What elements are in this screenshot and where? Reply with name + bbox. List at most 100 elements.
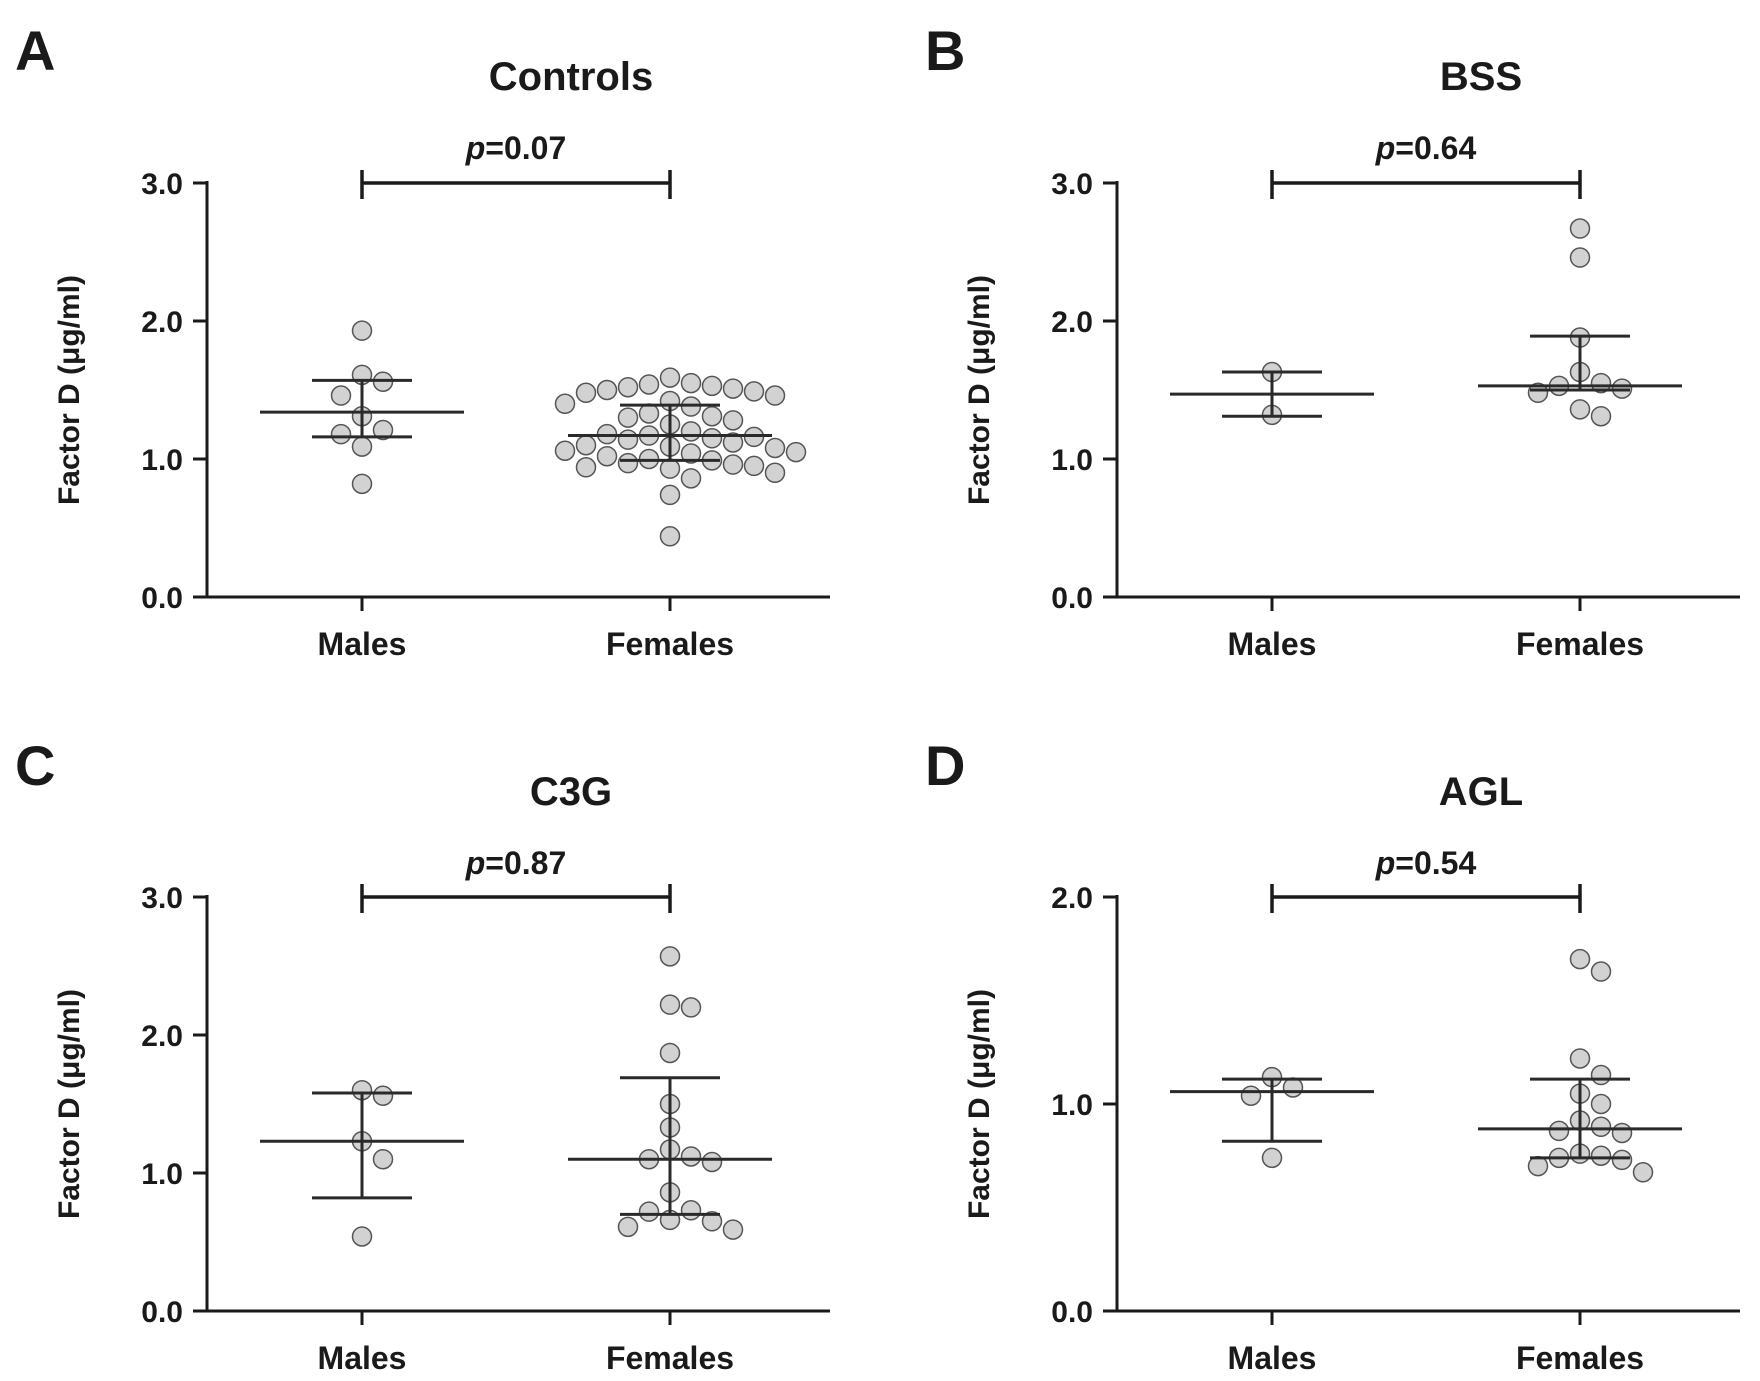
p-value: =0.07 [485,130,566,166]
data-point [330,423,352,445]
data-point [596,445,618,467]
data-point [764,385,786,406]
data-point [1590,372,1612,394]
p-symbol: p [1375,845,1396,881]
y-tick-label: 3.0 [141,168,183,201]
data-point [701,405,723,427]
x-tick-label-males: Males [318,626,407,662]
y-tick-label: 1.0 [1051,1089,1093,1122]
data-point [617,452,639,474]
data-point [554,393,576,415]
data-point [1569,247,1591,268]
data-point [1282,1077,1304,1098]
data-point [764,437,786,459]
data-point [596,379,618,401]
data-point [575,382,597,404]
y-axis-label: Factor D (μg/ml) [963,989,996,1219]
data-point [659,367,681,388]
data-point [680,443,702,464]
panel-letter: D [925,734,965,797]
chart-title: C3G [530,770,612,814]
data-point [680,468,702,489]
y-tick-label: 3.0 [1051,168,1093,201]
data-point [680,421,702,442]
data-point [659,458,681,479]
data-point [659,484,681,506]
data-point [372,1148,394,1170]
data-point [1548,1120,1570,1142]
data-point [372,1085,394,1106]
data-point [1569,218,1591,239]
p-symbol: p [465,845,486,881]
data-point [351,1226,373,1247]
data-point [659,526,681,547]
data-point [743,381,765,402]
data-point [1569,1048,1591,1069]
data-point [554,440,576,461]
data-point [680,1200,702,1221]
panel-b: B BSS Factor D (μg/ml) 0.0 1.0 2.0 3.0 Males Fem… [925,19,1740,662]
panel-a: A Controls Factor D (μg/ml) 0.0 1.0 2.0 3.0 Mal… [15,19,830,662]
data-point [351,320,373,341]
x-tick-label-females: Females [606,1340,734,1376]
panel-letter: B [925,19,965,82]
data-point [1590,1093,1612,1115]
y-tick-label: 0.0 [141,1296,183,1329]
data-point [1527,382,1549,404]
panel-letter: A [15,19,55,82]
data-point [330,385,352,406]
panel-c: C C3G Factor D (μg/ml) 0.0 1.0 2.0 3.0 Males Fem… [15,734,830,1376]
x-tick-label-females: Females [606,626,734,662]
data-point [743,455,765,477]
data-point [575,434,597,456]
data-point [638,374,660,395]
data-point [680,997,702,1018]
p-value: =0.64 [1395,130,1476,166]
data-point [1569,399,1591,420]
p-symbol: p [465,130,486,166]
data-point [764,462,786,484]
y-tick-label: 0.0 [141,582,183,615]
data-point [617,376,639,398]
p-value-label: p=0.64 [1375,130,1477,166]
p-value: =0.87 [485,845,566,881]
data-point [638,1201,660,1222]
data-point [680,1146,702,1167]
y-tick-label: 0.0 [1051,582,1093,615]
data-point [1590,405,1612,427]
y-axis-label: Factor D (μg/ml) [963,275,996,505]
p-symbol: p [1375,130,1396,166]
data-point [1569,948,1591,970]
data-point [1527,1155,1549,1177]
data-point [617,429,639,450]
data-point [1240,1085,1262,1106]
data-point [785,441,807,463]
panel-letter: C [15,734,55,797]
data-point [1632,1162,1654,1183]
data-point [617,407,639,428]
data-point [722,1219,744,1240]
data-point [351,473,373,495]
data-point [1611,1149,1633,1171]
data-point [638,403,660,424]
y-tick-label: 1.0 [141,444,183,477]
data-point [1590,961,1612,982]
data-point [575,457,597,478]
y-tick-label: 2.0 [1051,306,1093,339]
y-tick-label: 1.0 [1051,444,1093,477]
data-point [722,410,744,431]
data-point [701,1151,723,1173]
panel-d: D AGL Factor D (μg/ml) 0.0 1.0 2.0 Males Female… [925,734,1740,1376]
data-point [1590,1064,1612,1086]
data-point [1261,1147,1283,1169]
data-point [680,372,702,394]
data-point [722,454,744,475]
data-point [659,1042,681,1064]
data-point [1590,1145,1612,1166]
y-tick-label: 2.0 [141,1020,183,1053]
x-tick-label-males: Males [1228,1340,1317,1376]
chart-title: AGL [1439,770,1523,814]
p-value-label: p=0.07 [465,130,567,166]
p-value: =0.54 [1395,845,1476,881]
data-point [1590,1116,1612,1138]
